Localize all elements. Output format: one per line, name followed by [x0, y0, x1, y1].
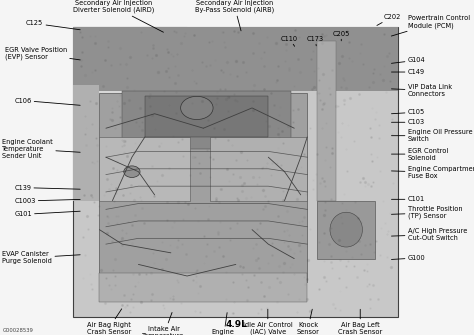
Bar [73, 85, 100, 201]
Text: C101: C101 [392, 196, 425, 202]
Text: A/C High Pressure
Cut-Out Switch: A/C High Pressure Cut-Out Switch [392, 228, 467, 241]
Bar [210, 137, 307, 201]
Bar [100, 93, 307, 282]
Ellipse shape [124, 166, 140, 178]
Text: C1003: C1003 [14, 198, 80, 204]
Bar [73, 27, 398, 90]
Text: Secondary Air Injection
Diverter Solenoid (AIRD): Secondary Air Injection Diverter Solenoi… [73, 0, 164, 32]
Bar [100, 273, 307, 302]
Text: G104: G104 [392, 57, 425, 63]
Text: C105: C105 [392, 109, 425, 115]
Text: VIP Data Link
Connectors: VIP Data Link Connectors [392, 84, 452, 97]
Text: C106: C106 [14, 97, 80, 105]
Text: Powertrain Control
Module (PCM): Powertrain Control Module (PCM) [392, 15, 470, 36]
Text: G100: G100 [392, 255, 425, 261]
Text: Knock
Sensor: Knock Sensor [297, 309, 319, 335]
Text: G101: G101 [14, 211, 80, 217]
Text: Air Bag Left
Crash Sensor: Air Bag Left Crash Sensor [338, 309, 383, 335]
Text: Air Bag Right
Crash Sensor: Air Bag Right Crash Sensor [87, 309, 131, 335]
Text: C125: C125 [26, 20, 80, 30]
Text: Engine Oil Pressure
Switch: Engine Oil Pressure Switch [392, 129, 472, 142]
Bar [145, 96, 268, 137]
Bar [122, 90, 291, 148]
Bar [317, 201, 375, 259]
Text: Intake Air
Temperature
Sensor: Intake Air Temperature Sensor [142, 313, 185, 335]
Bar [100, 137, 191, 201]
Text: C202: C202 [377, 14, 401, 25]
Text: Engine Coolant
Temperature
Sender Unit: Engine Coolant Temperature Sender Unit [2, 139, 80, 159]
Text: G00028539: G00028539 [2, 328, 33, 333]
Bar [317, 41, 337, 201]
Text: C173: C173 [307, 36, 324, 46]
Text: EVAP Canister
Purge Solenoid: EVAP Canister Purge Solenoid [2, 252, 80, 264]
Text: C110: C110 [281, 36, 298, 46]
Text: C149: C149 [392, 69, 425, 75]
Text: Secondary Air Injection
By-Pass Solenoid (AIRB): Secondary Air Injection By-Pass Solenoid… [195, 0, 274, 31]
Text: C205: C205 [333, 30, 350, 41]
Polygon shape [73, 27, 187, 157]
Text: EGR Control
Solenoid: EGR Control Solenoid [392, 148, 448, 160]
Ellipse shape [181, 96, 213, 120]
Text: Engine Compartment
Fuse Box: Engine Compartment Fuse Box [392, 166, 474, 179]
Text: C103: C103 [392, 119, 425, 125]
Text: Idle Air Control
(IAC) Valve: Idle Air Control (IAC) Valve [243, 309, 292, 335]
Text: Engine
Coolant
Temperature
Sensor: Engine Coolant Temperature Sensor [201, 313, 244, 335]
Text: C139: C139 [14, 185, 80, 191]
Text: Throttle Position
(TP) Sensor: Throttle Position (TP) Sensor [392, 206, 462, 219]
Bar [73, 27, 398, 317]
Text: EGR Valve Position
(EVP) Sensor: EGR Valve Position (EVP) Sensor [5, 47, 80, 60]
Text: 4.9L: 4.9L [226, 320, 248, 329]
Ellipse shape [330, 212, 363, 247]
